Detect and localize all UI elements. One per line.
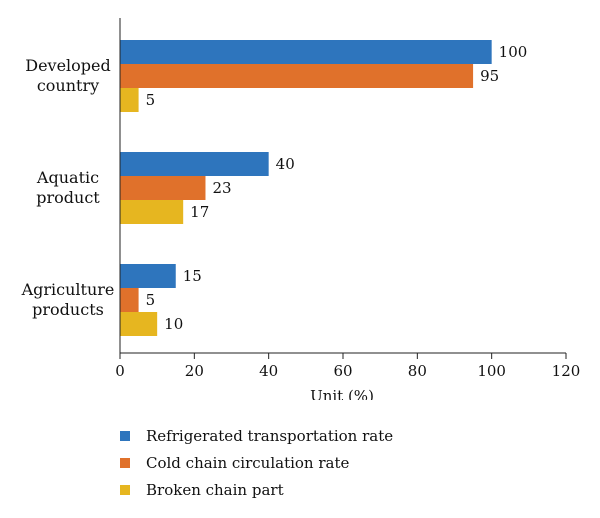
bar-2-1 [120, 288, 139, 312]
data-label-2-2: 10 [164, 315, 183, 333]
data-label-2-0: 15 [183, 267, 202, 285]
x-axis-label: Unit (%) [310, 387, 374, 400]
x-tick-label-0: 0 [115, 362, 125, 380]
category-label-2: Agriculture products [21, 280, 115, 319]
legend-swatch-1 [120, 457, 130, 468]
x-ticks-group: 0 20 40 60 80 100 120 [115, 353, 580, 380]
bar-1-0 [120, 152, 269, 176]
data-label-1-2: 17 [190, 203, 209, 221]
x-tick-label-4: 80 [408, 362, 427, 380]
bar-0-2 [120, 88, 139, 112]
bar-0-0 [120, 40, 492, 64]
legend-label-0: Refrigerated transportation rate [146, 426, 394, 445]
x-tick-label-6: 120 [552, 362, 581, 380]
legend-item-0: Refrigerated transportation rate [120, 422, 393, 449]
category-labels-group: Developed country Aquatic product Agricultur… [21, 56, 115, 319]
legend-item-2: Broken chain part [120, 476, 393, 503]
legend-label-2: Broken chain part [146, 480, 284, 499]
x-tick-label-3: 60 [333, 362, 352, 380]
data-label-0-2: 5 [146, 91, 156, 109]
x-tick-label-1: 20 [185, 362, 204, 380]
bar-1-1 [120, 176, 206, 200]
legend-swatch-2 [120, 484, 130, 495]
category-label-1: Aquatic product [36, 168, 100, 207]
legend: Refrigerated transportation rate Cold cha… [120, 422, 393, 503]
bar-2-2 [120, 312, 158, 336]
data-label-0-1: 95 [480, 67, 499, 85]
bar-1-2 [120, 200, 184, 224]
bar-0-1 [120, 64, 474, 88]
data-label-2-1: 5 [146, 291, 156, 309]
legend-label-1: Cold chain circulation rate [146, 453, 350, 472]
data-label-1-0: 40 [276, 155, 295, 173]
bars-group [120, 40, 492, 336]
bar-2-0 [120, 264, 176, 288]
x-tick-label-5: 100 [477, 362, 506, 380]
legend-item-1: Cold chain circulation rate [120, 449, 393, 476]
data-label-1-1: 23 [212, 179, 231, 197]
x-tick-label-2: 40 [259, 362, 278, 380]
data-label-0-0: 100 [499, 43, 528, 61]
category-label-0: Developed country [25, 56, 111, 95]
legend-swatch-0 [120, 430, 130, 441]
